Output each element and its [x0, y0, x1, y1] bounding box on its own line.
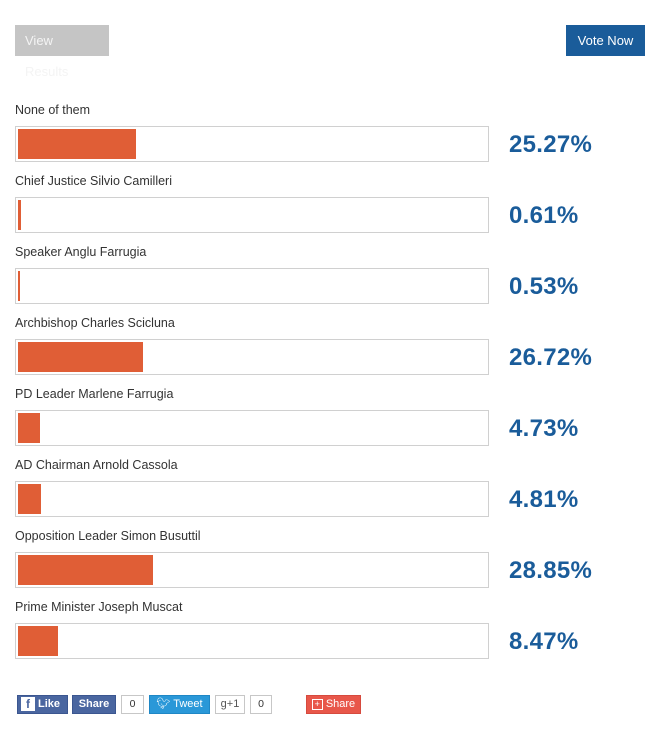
poll-option-bar-fill	[18, 626, 58, 656]
poll-option-percent: 28.85%	[509, 557, 593, 584]
share-button[interactable]: + Share	[306, 695, 361, 714]
poll-option-label: None of them	[15, 103, 91, 117]
poll-option-bar-track	[15, 481, 489, 517]
facebook-like-button[interactable]: f Like	[17, 695, 68, 714]
poll-option-percent: 0.53%	[509, 273, 579, 300]
poll-option-label: Archbishop Charles Scicluna	[15, 316, 175, 330]
poll-option-row: Chief Justice Silvio Camilleri 0.61%	[15, 173, 655, 244]
poll-option-bar-track	[15, 623, 489, 659]
poll-option-bar-track	[15, 552, 489, 588]
poll-option-bar-track	[15, 268, 489, 304]
poll-option-row: PD Leader Marlene Farrugia 4.73%	[15, 386, 655, 457]
facebook-share-button[interactable]: Share	[72, 695, 116, 714]
poll-option-bar-fill	[18, 200, 21, 230]
poll-option-percent: 4.81%	[509, 486, 579, 513]
google-plus-icon: g	[220, 698, 227, 710]
poll-option-label: Chief Justice Silvio Camilleri	[15, 174, 172, 188]
poll-option-label: Opposition Leader Simon Busuttil	[15, 529, 201, 543]
poll-option-percent: 26.72%	[509, 344, 593, 371]
poll-option-bar-fill	[18, 413, 40, 443]
facebook-like-label: Like	[38, 698, 61, 710]
share-plus-icon: +	[311, 698, 323, 710]
vote-now-button[interactable]: Vote Now	[566, 25, 645, 56]
poll-option-bar-track	[15, 339, 489, 375]
poll-option-label: PD Leader Marlene Farrugia	[15, 387, 174, 401]
poll-option-label: Prime Minister Joseph Muscat	[15, 600, 183, 614]
poll-option-row: AD Chairman Arnold Cassola 4.81%	[15, 457, 655, 528]
tweet-label: Tweet	[173, 698, 203, 710]
poll-option-row: Archbishop Charles Scicluna 26.72%	[15, 315, 655, 386]
poll-option-percent: 8.47%	[509, 628, 579, 655]
google-plus-count: 0	[250, 695, 272, 714]
poll-option-bar-fill	[18, 271, 20, 301]
google-plus-label: +1	[226, 698, 240, 710]
facebook-icon: f	[21, 697, 35, 711]
poll-option-row: Prime Minister Joseph Muscat 8.47%	[15, 599, 655, 670]
twitter-icon: 🐦︎	[156, 698, 171, 710]
poll-option-bar-fill	[18, 555, 153, 585]
poll-option-label: Speaker Anglu Farrugia	[15, 245, 147, 259]
poll-option-label: AD Chairman Arnold Cassola	[15, 458, 178, 472]
poll-option-row: Speaker Anglu Farrugia 0.53%	[15, 244, 655, 315]
google-plus-button[interactable]: g+1	[215, 695, 245, 714]
poll-option-percent: 0.61%	[509, 202, 579, 229]
poll-option-bar-fill	[18, 342, 143, 372]
poll-results: None of them 25.27% Chief Justice Silvio C…	[15, 102, 655, 670]
poll-option-percent: 25.27%	[509, 131, 593, 158]
tweet-button[interactable]: 🐦︎ Tweet	[149, 695, 210, 714]
poll-option-bar-fill	[18, 484, 41, 514]
poll-option-percent: 4.73%	[509, 415, 579, 442]
poll-option-row: Opposition Leader Simon Busuttil 28.85%	[15, 528, 655, 599]
poll-option-row: None of them 25.27%	[15, 102, 655, 173]
share-label: Share	[325, 698, 356, 710]
poll-option-bar-track	[15, 126, 489, 162]
poll-option-bar-track	[15, 410, 489, 446]
poll-option-bar-track	[15, 197, 489, 233]
view-results-button[interactable]: View Results	[15, 25, 109, 79]
facebook-share-count: 0	[121, 695, 144, 714]
poll-option-bar-fill	[18, 129, 136, 159]
